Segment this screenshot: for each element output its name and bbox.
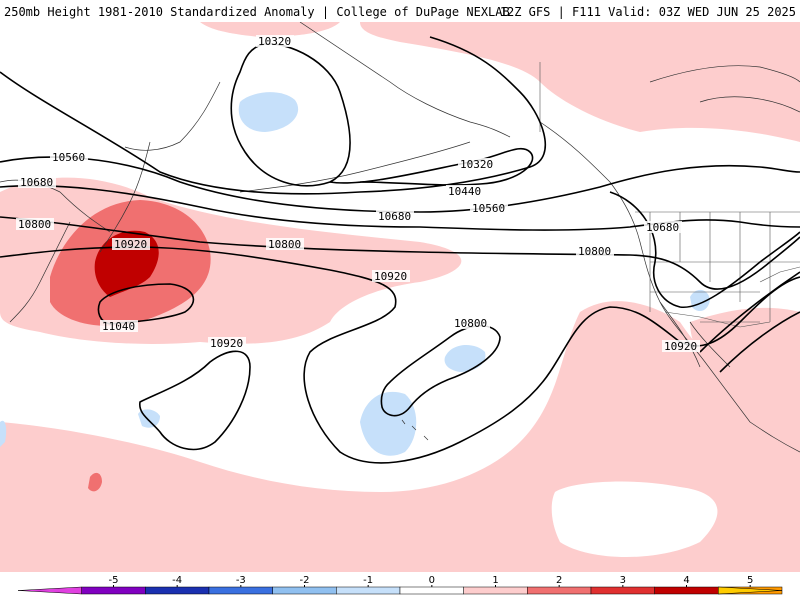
- contour-label: 10920: [210, 337, 243, 350]
- contour-label: 10920: [114, 238, 147, 251]
- positive-anomaly-alaska-canada: [360, 22, 800, 142]
- contour-label: 11040: [102, 320, 135, 333]
- colorbar-tick-label: 5: [747, 575, 753, 586]
- contour-label: 10920: [664, 340, 697, 353]
- colorbar-ticks: -5 -4 -3 -2 -1 0 1 2 3 4 5: [109, 575, 753, 587]
- colorbar-tick-label: -5: [109, 575, 119, 586]
- negative-anomaly-left-edge: [0, 420, 7, 447]
- colorbar-swatch: [590, 586, 655, 595]
- colorbar-arrow-max: [718, 586, 783, 595]
- colorbar-tick-label: 1: [492, 575, 498, 586]
- contour-east-us-lines: [699, 271, 800, 373]
- colorbar-tick-label: -3: [236, 575, 246, 586]
- contour-label: 10560: [52, 151, 85, 164]
- colorbar-swatch: [463, 586, 528, 595]
- hawaii-islands: [401, 419, 429, 441]
- contour-label: 10320: [460, 158, 493, 171]
- colorbar-swatches: [17, 586, 783, 595]
- contour-label: 10320: [258, 35, 291, 48]
- contour-label: 10440: [448, 185, 481, 198]
- colorbar-swatch: [145, 586, 210, 595]
- alaska-coastline: [124, 22, 511, 151]
- north-america-west-coast: [539, 121, 800, 453]
- contour-label: 10920: [374, 270, 407, 283]
- negative-anomaly-bering: [238, 92, 299, 132]
- contour-label: 10800: [18, 218, 51, 231]
- colorbar-tick-label: 4: [683, 575, 689, 586]
- contour-label: 10800: [454, 317, 487, 330]
- colorbar-swatch: [81, 586, 146, 595]
- colorbar-arrow-min: [17, 586, 82, 595]
- negative-anomaly-hawaii-large: [360, 391, 417, 456]
- contour-label: 10560: [472, 202, 505, 215]
- colorbar-tick-label: -4: [172, 575, 182, 586]
- contour-label: 10680: [646, 221, 679, 234]
- colorbar-tick-label: 2: [556, 575, 562, 586]
- us-mexico-border: [664, 311, 771, 328]
- map-title: 250mb Height 1981-2010 Standardized Anom…: [4, 5, 510, 19]
- colorbar-tick-label: -2: [300, 575, 310, 586]
- contour-10560: [0, 156, 800, 213]
- map-header: 250mb Height 1981-2010 Standardized Anom…: [0, 0, 800, 22]
- anomaly-colorbar: -5 -4 -3 -2 -1 0 1 2 3 4 5: [17, 575, 783, 595]
- japan-kuril-coast: [9, 221, 71, 323]
- aleutian-chain: [239, 141, 471, 193]
- colorbar-swatch: [208, 586, 273, 595]
- us-state-lines: [649, 212, 800, 323]
- geography: [0, 22, 800, 453]
- contour-10920: [0, 246, 800, 464]
- height-contours: [0, 36, 800, 464]
- anomaly-map: 10320 10320 10440 10560 10560 10680 1068…: [0, 22, 800, 572]
- hudson-bay-coast: [649, 65, 800, 113]
- positive-anomaly-small-island: [88, 472, 102, 492]
- contour-10440: [0, 36, 547, 195]
- contour-10320-gulf: [329, 147, 534, 186]
- contour-labels: 10320 10320 10440 10560 10560 10680 1068…: [16, 35, 700, 353]
- contour-label: 10680: [20, 176, 53, 189]
- white-region-east-pacific: [551, 481, 718, 557]
- colorbar-tick-label: -1: [363, 575, 373, 586]
- positive-anomaly-baja: [690, 307, 800, 424]
- colorbar-swatch: [272, 586, 337, 595]
- colorbar-swatch: [336, 586, 401, 595]
- contour-10680: [0, 184, 800, 231]
- colorbar-swatch: [399, 586, 464, 595]
- contour-label: 10680: [378, 210, 411, 223]
- contour-10920-loop-west: [139, 350, 251, 451]
- colorbar-swatch: [527, 586, 592, 595]
- contour-10800: [0, 216, 800, 290]
- negative-anomaly-hawaii-small: [444, 345, 486, 372]
- anomaly-shading: [0, 22, 800, 572]
- contour-label: 10800: [578, 245, 611, 258]
- model-run-info: 12Z GFS | F111 Valid: 03Z WED JUN 25 202…: [499, 5, 796, 19]
- colorbar-tick-label: 3: [620, 575, 626, 586]
- contour-label: 10800: [268, 238, 301, 251]
- colorbar-swatch: [654, 586, 719, 595]
- contour-10800-hawaii-loop: [380, 325, 501, 417]
- colorbar-tick-label: 0: [429, 575, 435, 586]
